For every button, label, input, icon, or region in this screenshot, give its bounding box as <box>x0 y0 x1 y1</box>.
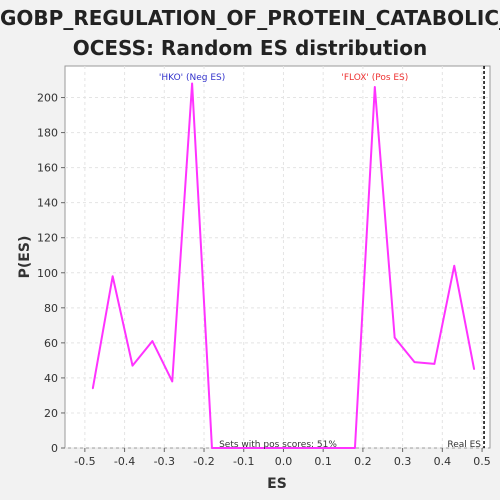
data-point <box>330 447 332 449</box>
data-point <box>211 447 213 449</box>
real-es-label: Real ES <box>447 440 481 450</box>
y-tick-label: 80 <box>44 302 58 315</box>
data-point <box>393 336 396 339</box>
y-tick-label: 100 <box>37 267 58 280</box>
data-point <box>270 447 273 449</box>
data-point <box>191 82 193 85</box>
plot-area <box>64 65 491 449</box>
data-point <box>473 368 475 370</box>
y-tick-label: 120 <box>37 232 58 245</box>
data-point <box>171 380 174 383</box>
x-axis-ticks: -0.5 -0.4 -0.3 -0.2 -0.1 0.0 0.1 0.2 0.3 0.4 0.5 <box>74 448 491 468</box>
y-tick-label: 180 <box>37 127 58 140</box>
data-point <box>453 264 456 267</box>
chart-title-line-1: GOBP_REGULATION_OF_PROTEIN_CATABOLIC_PR <box>0 6 500 30</box>
data-point <box>92 387 94 390</box>
x-tick-label: -0.1 <box>233 455 254 468</box>
data-point <box>151 340 154 342</box>
y-axis-ticks: 0 20 40 60 80 100 120 140 160 180 200 <box>37 92 65 455</box>
data-point <box>374 86 376 88</box>
x-tick-label: 0.4 <box>434 455 452 468</box>
grid-lines <box>65 66 490 449</box>
x-tick-label: 0.5 <box>473 455 491 468</box>
data-point <box>231 447 233 449</box>
y-axis-label: P(ES) <box>17 236 33 279</box>
data-point <box>413 361 416 363</box>
data-point <box>290 447 293 449</box>
x-tick-label: -0.2 <box>193 455 214 468</box>
annotation-label: 'FLOX' (Pos ES) <box>341 73 408 83</box>
x-tick-label: -0.4 <box>114 455 135 468</box>
annotation-layer: 'HKO' (Neg ES) 'FLOX' (Pos ES) Real ES <box>159 66 485 450</box>
x-tick-label: -0.5 <box>74 455 95 468</box>
x-tick-label: 0.3 <box>394 455 412 468</box>
x-tick-label: 0.0 <box>275 455 293 468</box>
series-line <box>91 82 476 449</box>
data-point <box>111 275 114 278</box>
y-tick-label: 60 <box>44 337 58 350</box>
positive-sets-footer: Sets with pos scores: 51% <box>219 440 337 450</box>
data-point <box>354 447 356 449</box>
x-tick-label: 0.1 <box>314 455 332 468</box>
y-tick-label: 140 <box>37 197 58 210</box>
data-point <box>250 447 253 449</box>
x-tick-label: 0.2 <box>354 455 372 468</box>
y-tick-label: 40 <box>44 372 58 385</box>
y-tick-label: 200 <box>37 92 58 105</box>
chart-title-line-2: OCESS: Random ES distribution <box>72 36 428 60</box>
y-tick-label: 160 <box>37 162 58 175</box>
x-tick-label: -0.3 <box>154 455 175 468</box>
y-tick-label: 20 <box>44 407 58 420</box>
series-layer <box>91 82 476 449</box>
annotation-label: 'HKO' (Neg ES) <box>159 73 225 83</box>
data-point <box>433 363 436 365</box>
y-tick-label: 0 <box>51 442 58 455</box>
data-point <box>310 447 313 449</box>
x-axis-label: ES <box>267 476 287 492</box>
data-point <box>131 364 134 367</box>
